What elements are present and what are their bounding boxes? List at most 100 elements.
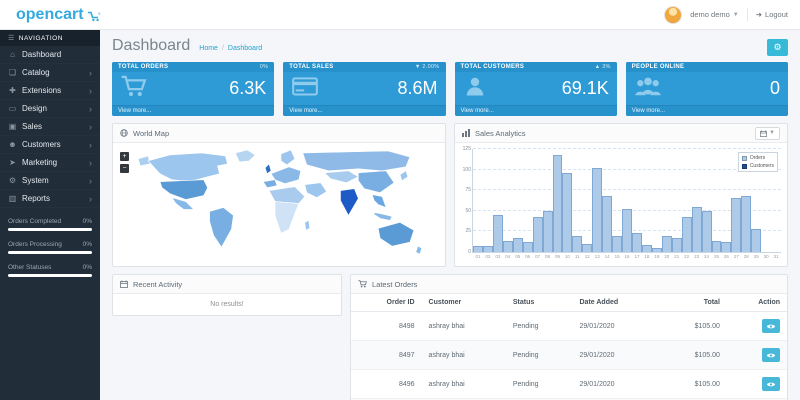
bar[interactable] xyxy=(503,241,513,252)
tile-view-more-link[interactable]: View more... xyxy=(112,105,274,116)
tile-view-more-link[interactable]: View more... xyxy=(283,105,445,116)
bar[interactable] xyxy=(513,238,523,252)
bar[interactable] xyxy=(612,236,622,252)
bar-column xyxy=(553,149,563,252)
x-axis-tick: 12 xyxy=(582,252,592,259)
bar[interactable] xyxy=(582,244,592,252)
tile-label: TOTAL CUSTOMERS xyxy=(461,64,525,70)
sidebar-item-reports[interactable]: ▥Reports› xyxy=(0,190,100,208)
date-range-button[interactable]: ▼ xyxy=(755,127,780,140)
sidebar-item-customers[interactable]: ☻Customers› xyxy=(0,136,100,154)
bar[interactable] xyxy=(751,229,761,252)
bar[interactable] xyxy=(572,236,582,252)
bar-column xyxy=(702,149,712,252)
bar[interactable] xyxy=(741,196,751,252)
page-header: Dashboard Home / Dashboard ⚙ xyxy=(112,34,788,62)
bar[interactable] xyxy=(731,198,741,252)
bar[interactable] xyxy=(642,245,652,252)
date-added-cell: 29/01/2020 xyxy=(573,341,661,370)
bar[interactable] xyxy=(692,207,702,252)
zoom-in-button[interactable]: + xyxy=(120,152,129,161)
globe-icon xyxy=(120,129,128,137)
chart-legend: OrdersCustomers xyxy=(738,152,778,172)
tile-delta: 0% xyxy=(260,64,269,70)
user-menu[interactable]: demo demo ▼ xyxy=(690,10,739,19)
customer-cell: ashray bhai xyxy=(422,370,506,399)
tile-delta: ▼ 2.00% xyxy=(415,64,440,70)
opencart-logo[interactable]: opencart xyxy=(16,6,101,24)
bar[interactable] xyxy=(493,215,503,252)
bar[interactable] xyxy=(712,241,722,252)
bar[interactable] xyxy=(702,211,712,252)
sidebar-item-system[interactable]: ⚙System› xyxy=(0,172,100,190)
x-axis-tick: 13 xyxy=(592,252,602,259)
tile-label: PEOPLE ONLINE xyxy=(632,64,685,70)
avatar[interactable] xyxy=(664,6,682,24)
bar[interactable] xyxy=(592,168,602,252)
x-axis-tick: 14 xyxy=(602,252,612,259)
x-axis-tick: 23 xyxy=(692,252,702,259)
chevron-right-icon: › xyxy=(89,105,92,113)
date-added-cell: 29/01/2020 xyxy=(573,312,661,341)
bar-column xyxy=(602,149,612,252)
view-order-button[interactable] xyxy=(762,377,780,391)
orders-column-header: Date Added xyxy=(573,294,661,312)
bar[interactable] xyxy=(632,233,642,252)
sales-chart[interactable]: 0255075100125010203040506070809101112131… xyxy=(472,149,781,253)
customer-cell: ashray bhai xyxy=(422,312,506,341)
recent-activity-header: Recent Activity xyxy=(113,275,341,294)
view-order-button[interactable] xyxy=(762,319,780,333)
kpi-tiles: TOTAL ORDERS0%6.3KView more...TOTAL SALE… xyxy=(112,62,788,116)
bar[interactable] xyxy=(543,211,553,252)
cart-icon xyxy=(358,280,367,288)
sidebar-item-design[interactable]: ▭Design› xyxy=(0,100,100,118)
bar[interactable] xyxy=(562,173,572,252)
sidebar-stat: Other Statuses0% xyxy=(8,264,92,277)
bar-column xyxy=(662,149,672,252)
bar[interactable] xyxy=(682,217,692,252)
bar-column xyxy=(682,149,692,252)
world-map-panel: World Map + − xyxy=(112,123,446,267)
bar-column xyxy=(513,149,523,252)
tile-body: 69.1K xyxy=(455,72,617,105)
bar[interactable] xyxy=(533,217,543,252)
x-axis-tick: 30 xyxy=(761,252,771,259)
total-cell: $105.00 xyxy=(661,312,727,341)
chevron-right-icon: › xyxy=(89,69,92,77)
tile-body: 8.6M xyxy=(283,72,445,105)
sidebar-item-dashboard[interactable]: ⌂Dashboard xyxy=(0,46,100,64)
breadcrumb-home[interactable]: Home xyxy=(199,45,218,52)
y-axis-tick: 75 xyxy=(458,187,471,193)
chevron-right-icon: › xyxy=(89,195,92,203)
bar[interactable] xyxy=(622,209,632,252)
bar-column xyxy=(652,149,662,252)
tile-view-more-link[interactable]: View more... xyxy=(626,105,788,116)
sales-analytics-panel: Sales Analytics ▼ 0255075100125010203040… xyxy=(454,123,788,267)
world-map[interactable] xyxy=(129,147,429,264)
orders-column-header: Action xyxy=(727,294,787,312)
dashboard-settings-button[interactable]: ⚙ xyxy=(767,39,788,56)
date-added-cell: 29/01/2020 xyxy=(573,370,661,399)
bar[interactable] xyxy=(721,242,731,252)
bar[interactable] xyxy=(553,155,563,252)
bar[interactable] xyxy=(662,236,672,252)
sidebar-item-extensions[interactable]: ✚Extensions› xyxy=(0,82,100,100)
sidebar-item-catalog[interactable]: ❏Catalog› xyxy=(0,64,100,82)
bar[interactable] xyxy=(602,196,612,252)
sidebar-item-sales[interactable]: ▣Sales› xyxy=(0,118,100,136)
y-axis-tick: 50 xyxy=(458,208,471,214)
stat-label: Other Statuses xyxy=(8,264,51,271)
sidebar-nav: ⌂Dashboard❏Catalog›✚Extensions›▭Design›▣… xyxy=(0,46,100,208)
logout-button[interactable]: ➜ Logout xyxy=(756,10,788,19)
total-cell: $105.00 xyxy=(661,341,727,370)
display-icon: ▭ xyxy=(8,104,17,113)
cart-icon xyxy=(120,75,148,103)
breadcrumb-current[interactable]: Dashboard xyxy=(228,45,262,52)
sidebar-item-marketing[interactable]: ➤Marketing› xyxy=(0,154,100,172)
bar[interactable] xyxy=(672,238,682,252)
zoom-out-button[interactable]: − xyxy=(120,164,129,173)
logo-text: opencart xyxy=(16,6,84,24)
tile-view-more-link[interactable]: View more... xyxy=(455,105,617,116)
view-order-button[interactable] xyxy=(762,348,780,362)
bar[interactable] xyxy=(523,242,533,252)
